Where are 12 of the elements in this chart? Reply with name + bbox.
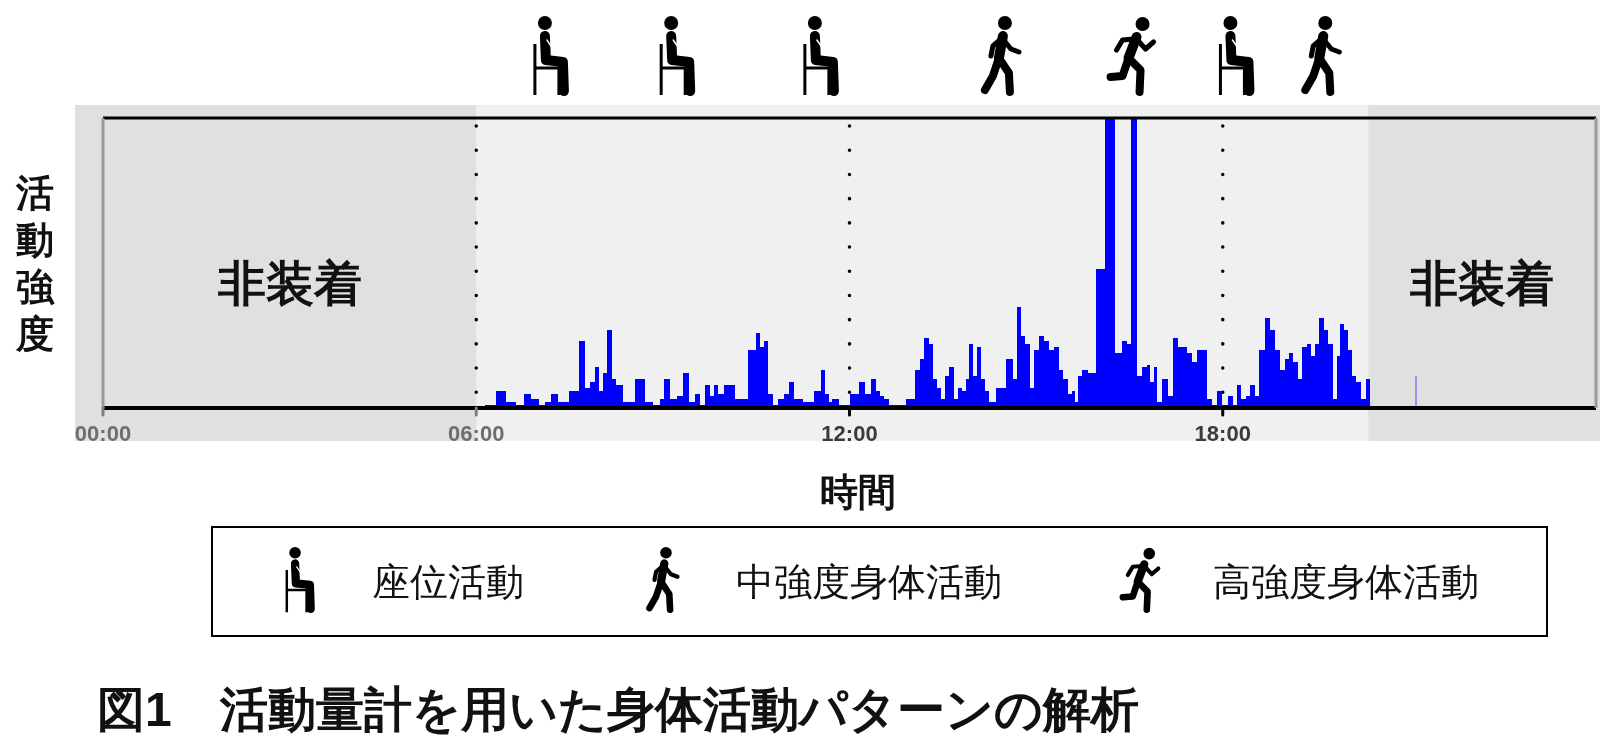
band-label: 非装着	[216, 256, 362, 310]
text: 座位活動	[372, 560, 524, 603]
y-axis-title: 活動強度	[15, 171, 55, 355]
x-tick-label: 18:00	[1194, 420, 1251, 446]
text: 高強度身体活動	[1213, 560, 1479, 603]
text: 中強度身体活動	[735, 560, 1002, 603]
x-tick-label: 06:00	[448, 420, 505, 446]
x-tick-label: 00:00	[74, 420, 132, 446]
band-label: 非装着	[1409, 256, 1555, 310]
x-tick-label: 12:00	[821, 420, 878, 446]
x-axis-title: 時間	[819, 471, 896, 513]
text: 図1 活動量計を用いた身体活動パターンの解析	[97, 682, 1139, 736]
